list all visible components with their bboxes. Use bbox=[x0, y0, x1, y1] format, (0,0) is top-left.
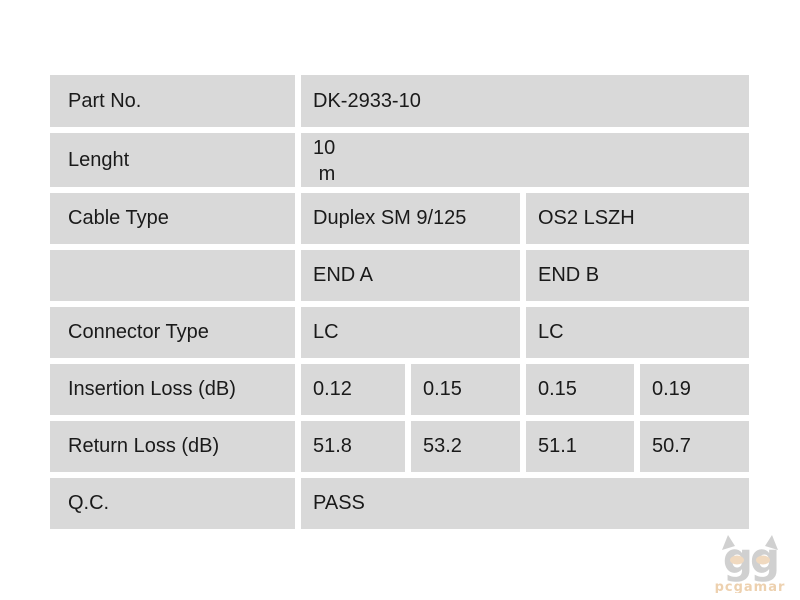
spec-cell-connector-a: LC bbox=[301, 307, 520, 358]
row-label: Insertion Loss (dB) bbox=[50, 364, 295, 415]
table-row-cable-type: Cable Type Duplex SM 9/125 OS2 LSZH bbox=[50, 193, 749, 244]
owl-eye-right-icon bbox=[756, 555, 770, 565]
row-label: Lenght bbox=[50, 133, 295, 187]
spec-cell-end-a: END A bbox=[301, 250, 520, 301]
spec-cell-rl-a2: 53.2 bbox=[411, 421, 520, 472]
spec-cell-qc: PASS bbox=[301, 478, 749, 529]
owl-eye-left-icon bbox=[730, 555, 744, 565]
row-label: Cable Type bbox=[50, 193, 295, 244]
spec-cell-end-b: END B bbox=[526, 250, 749, 301]
row-label: Q.C. bbox=[50, 478, 295, 529]
row-label: Part No. bbox=[50, 75, 295, 127]
spec-cell-length: 10 m bbox=[301, 133, 749, 187]
owl-horn-left-icon bbox=[722, 535, 735, 550]
spec-cell-cable-a: Duplex SM 9/125 bbox=[301, 193, 520, 244]
table-row-insertion-loss: Insertion Loss (dB) 0.12 0.15 0.15 0.19 bbox=[50, 364, 749, 415]
spec-cell-il-b2: 0.19 bbox=[640, 364, 749, 415]
spec-cell-rl-b1: 51.1 bbox=[526, 421, 634, 472]
row-label: Connector Type bbox=[50, 307, 295, 358]
spec-cell-il-a1: 0.12 bbox=[301, 364, 405, 415]
spec-cell-il-b1: 0.15 bbox=[526, 364, 634, 415]
row-label-empty bbox=[50, 250, 295, 301]
spec-cell-connector-b: LC bbox=[526, 307, 749, 358]
spec-cell-part-no: DK-2933-10 bbox=[301, 75, 749, 127]
owl-horn-right-icon bbox=[765, 535, 778, 550]
table-row-length: Lenght 10 m bbox=[50, 133, 749, 187]
table-row-qc: Q.C. PASS bbox=[50, 478, 749, 529]
spec-table: Part No. DK-2933-10 Lenght 10 m Cable Ty… bbox=[44, 69, 755, 535]
table-row-ends: END A END B bbox=[50, 250, 749, 301]
table-row-return-loss: Return Loss (dB) 51.8 53.2 51.1 50.7 bbox=[50, 421, 749, 472]
spec-cell-il-a2: 0.15 bbox=[411, 364, 520, 415]
spec-cell-cable-b: OS2 LSZH bbox=[526, 193, 749, 244]
brand-watermark: gg pcgamar bbox=[715, 534, 786, 593]
spec-cell-rl-a1: 51.8 bbox=[301, 421, 405, 472]
brand-name: pcgamar bbox=[715, 580, 786, 593]
table-row-part-no: Part No. DK-2933-10 bbox=[50, 75, 749, 127]
row-label: Return Loss (dB) bbox=[50, 421, 295, 472]
spec-cell-rl-b2: 50.7 bbox=[640, 421, 749, 472]
table-row-connector-type: Connector Type LC LC bbox=[50, 307, 749, 358]
